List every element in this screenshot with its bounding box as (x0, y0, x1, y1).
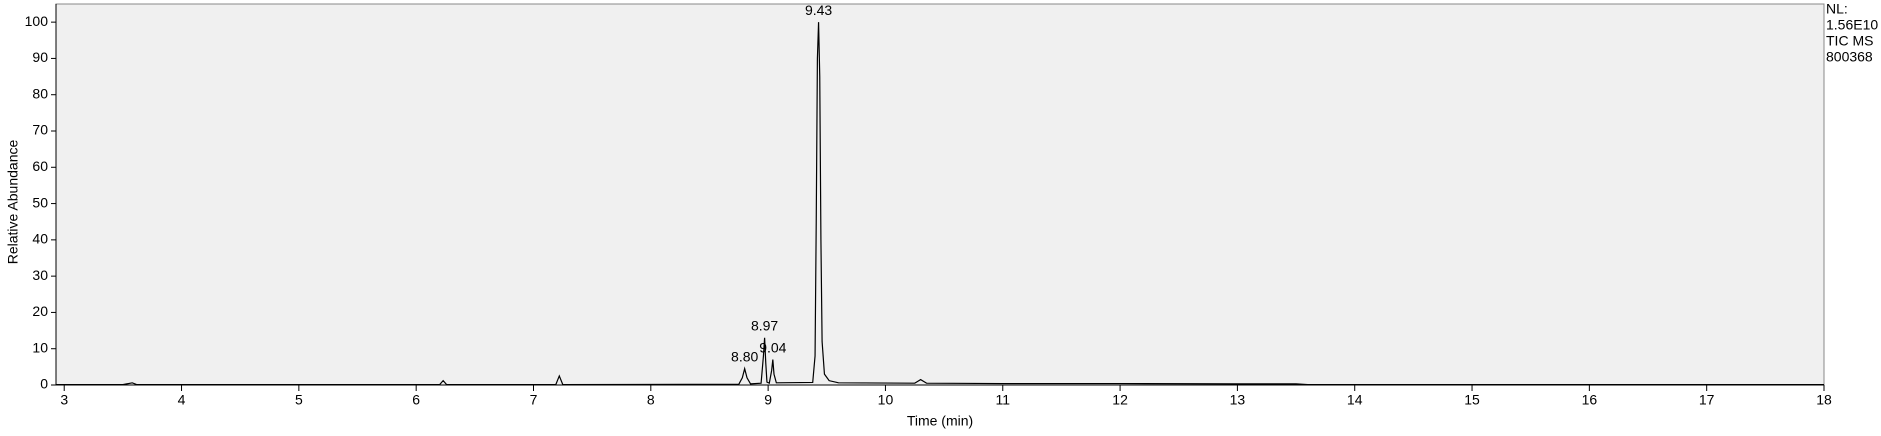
info-text: 1.56E10 (1826, 17, 1878, 33)
y-tick-label: 0 (40, 376, 48, 392)
x-tick-label: 11 (995, 392, 1010, 408)
x-tick-label: 13 (1230, 392, 1246, 408)
y-tick-label: 20 (32, 303, 48, 319)
x-tick-label: 4 (178, 392, 186, 408)
chromatogram-line (56, 22, 1824, 386)
x-tick-label: 15 (1464, 392, 1480, 408)
x-tick-label: 3 (60, 392, 68, 408)
y-tick-label: 70 (32, 122, 48, 138)
x-tick-label: 14 (1347, 392, 1363, 408)
x-tick-label: 16 (1582, 392, 1598, 408)
y-tick-label: 100 (25, 13, 49, 29)
x-tick-label: 5 (295, 392, 303, 408)
y-tick-label: 60 (32, 158, 48, 174)
x-tick-label: 17 (1699, 392, 1715, 408)
y-axis-label: Relative Abundance (5, 140, 21, 265)
x-tick-label: 9 (764, 392, 772, 408)
x-tick-label: 10 (878, 392, 894, 408)
x-tick-label: 6 (412, 392, 420, 408)
x-axis-label: Time (min) (907, 413, 973, 429)
peak-label: 9.04 (759, 339, 786, 355)
y-tick-label: 90 (32, 49, 48, 65)
y-tick-label: 40 (32, 231, 48, 247)
y-tick-label: 10 (32, 339, 48, 355)
x-tick-label: 18 (1816, 392, 1832, 408)
y-tick-label: 50 (32, 194, 48, 210)
info-text: 800368 (1826, 49, 1873, 65)
peak-label: 8.97 (751, 318, 778, 334)
y-tick-label: 30 (32, 267, 48, 283)
peak-label: 8.80 (731, 348, 758, 364)
x-tick-label: 7 (530, 392, 538, 408)
plot-area (55, 3, 1825, 386)
x-tick-label: 8 (647, 392, 655, 408)
info-text: TIC MS (1826, 33, 1873, 49)
peak-label: 9.43 (805, 2, 832, 18)
x-tick-label: 12 (1112, 392, 1128, 408)
info-text: NL: (1826, 1, 1848, 17)
y-tick-label: 80 (32, 85, 48, 101)
